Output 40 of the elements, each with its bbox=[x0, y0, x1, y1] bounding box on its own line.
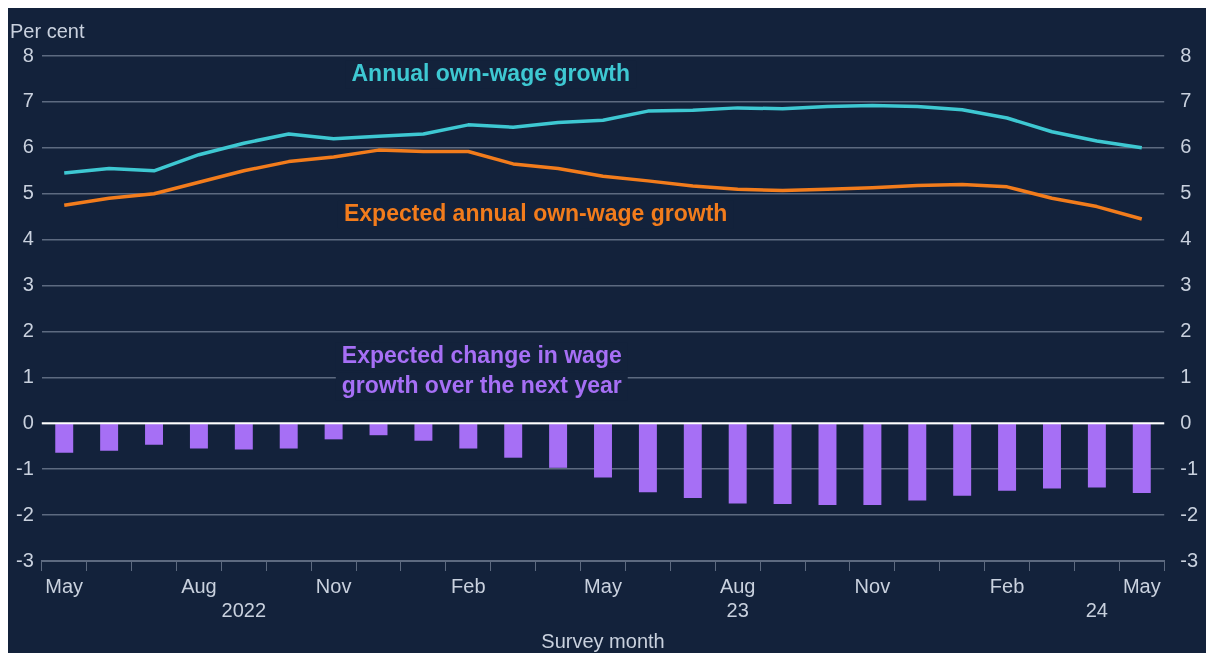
y-tick-label: -3 bbox=[15, 548, 34, 571]
y-tick-label: 8 bbox=[22, 43, 34, 66]
x-tick-label: Feb bbox=[989, 574, 1025, 597]
x-tick-label: May bbox=[584, 574, 622, 597]
y-tick-label: 3 bbox=[22, 273, 34, 296]
series-label: Expected change in wage growth over the next year bbox=[341, 342, 622, 399]
y-tick-label: -2 bbox=[15, 502, 34, 525]
x-tick-label: May bbox=[1122, 574, 1161, 597]
x-tick-label: May bbox=[45, 574, 84, 597]
y2-tick-label: -3 bbox=[1180, 548, 1199, 571]
y-tick-label: 1 bbox=[22, 364, 34, 387]
y2-tick-label: 5 bbox=[1180, 181, 1192, 204]
y-tick-label: 7 bbox=[22, 89, 34, 112]
x-tick-label: Nov bbox=[315, 574, 352, 597]
x-axis-title: Survey month bbox=[541, 629, 665, 652]
x-tick-label: Feb bbox=[451, 574, 486, 597]
y-tick-label: 5 bbox=[22, 181, 34, 204]
x-tick-label: 2022 bbox=[221, 598, 267, 621]
y-tick-label: 6 bbox=[22, 135, 34, 158]
y-tick-label: 4 bbox=[22, 227, 34, 250]
series-label: Annual own-wage growth bbox=[351, 59, 631, 86]
y-tick-label: -1 bbox=[15, 456, 34, 479]
y-axis-title: Per cent bbox=[10, 19, 85, 42]
x-tick-label: Nov bbox=[854, 574, 891, 597]
y2-tick-label: 7 bbox=[1180, 89, 1192, 112]
y2-tick-label: 1 bbox=[1180, 364, 1192, 387]
y2-tick-label: 8 bbox=[1180, 43, 1192, 66]
y2-tick-label: 4 bbox=[1180, 227, 1192, 250]
y2-tick-label: -2 bbox=[1180, 502, 1199, 525]
y2-tick-label: 3 bbox=[1180, 273, 1192, 296]
y2-tick-label: 2 bbox=[1180, 318, 1192, 341]
x-tick-label: Aug 23 bbox=[719, 574, 756, 621]
y2-tick-label: 0 bbox=[1180, 410, 1192, 433]
x-tick-label: Aug bbox=[181, 574, 217, 597]
x-tick-label: 24 bbox=[1085, 598, 1108, 621]
y-tick-label: 2 bbox=[22, 318, 34, 341]
y2-tick-label: -1 bbox=[1180, 456, 1199, 479]
y-tick-label: 0 bbox=[22, 410, 34, 433]
series-label: Expected annual own-wage growth bbox=[343, 199, 728, 226]
y2-tick-label: 6 bbox=[1180, 135, 1192, 158]
